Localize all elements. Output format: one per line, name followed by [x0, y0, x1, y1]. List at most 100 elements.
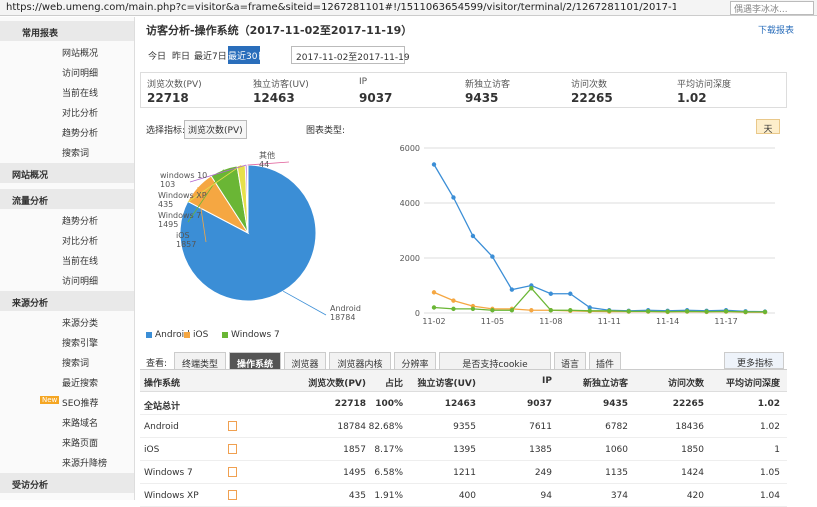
sidebar-group[interactable]: 网站概况 — [0, 163, 134, 183]
sidebar-item[interactable]: 对比分析 — [62, 109, 99, 119]
pie-label: iOS — [176, 231, 190, 240]
tab[interactable]: 语言 — [554, 352, 586, 370]
legend: Android iOS Windows 7 — [146, 330, 346, 342]
column-header[interactable]: 新独立访客 — [582, 379, 628, 389]
sidebar-group[interactable]: 来源分析 — [0, 291, 134, 311]
date-picker[interactable]: 2017-11-02至2017-11-19 — [291, 46, 410, 64]
search-box[interactable]: 偶遇李冰冰... — [730, 1, 814, 15]
legend-label[interactable]: Android — [155, 330, 190, 340]
column-header[interactable]: 访问次数 — [667, 379, 704, 389]
y-tick-label: 6000 — [400, 144, 420, 153]
table: 操作系统 浏览次数(PV) 占比 独立访客(UV) IP 新独立访客 访问次数 平均访问深度全… — [140, 370, 787, 507]
sidebar-item[interactable]: 访问明细 — [62, 69, 99, 79]
line-point — [529, 286, 534, 291]
tab[interactable]: 操作系统 — [229, 352, 281, 370]
url[interactable]: https://web.umeng.com/main.php?c=visitor… — [6, 2, 676, 13]
table-cell: 94 — [540, 491, 552, 501]
sidebar-item[interactable]: 最近搜索 — [62, 379, 99, 389]
pie-label: windows 10 — [160, 171, 207, 180]
line-point — [548, 308, 554, 313]
sidebar-group[interactable]: 流量分析 — [0, 189, 134, 209]
sidebar-item[interactable]: 搜索词 — [62, 149, 90, 159]
leader-line — [283, 290, 327, 316]
metric-label: 选择指标: — [146, 126, 186, 136]
column-header[interactable]: 占比 — [384, 379, 403, 389]
table-cell: 1135 — [605, 468, 628, 478]
line-point — [451, 298, 456, 303]
leader-line — [187, 165, 242, 203]
stat-value: 1.02 — [677, 91, 707, 105]
sidebar-item[interactable]: 对比分析 — [62, 237, 99, 247]
tab[interactable]: 是否支持cookie — [439, 352, 551, 370]
column-header[interactable]: 平均访问深度 — [725, 379, 780, 389]
leader-line — [197, 187, 207, 243]
pie-value: 44 — [259, 160, 269, 169]
tab[interactable]: 终端类型 — [174, 352, 226, 370]
line-point — [568, 291, 573, 296]
line-point — [451, 306, 456, 312]
table-cell: Windows 7 — [144, 468, 193, 478]
sidebar-item[interactable]: 当前在线 — [62, 89, 99, 99]
tab[interactable]: 浏览器 — [284, 352, 326, 370]
pie-label: Windows XP — [158, 191, 207, 200]
sidebar-item[interactable]: 趋势分析 — [62, 129, 99, 139]
range-button[interactable]: 最近7日 — [194, 52, 227, 62]
x-tick-label: 11-02 — [422, 317, 445, 326]
column-header: 操作系统 — [144, 379, 181, 389]
column-header[interactable]: 浏览次数(PV) — [308, 379, 366, 389]
sidebar-item[interactable]: 搜索词 — [62, 359, 90, 369]
tab[interactable]: 浏览器内核 — [329, 352, 391, 370]
sidebar-item[interactable]: SEO推荐 — [62, 399, 99, 409]
sidebar-item[interactable]: 来源分类 — [62, 319, 99, 329]
legend-swatch — [184, 332, 190, 338]
metric-select[interactable]: 浏览次数(PV) — [184, 120, 247, 139]
detail-icon[interactable] — [228, 490, 237, 500]
column-header[interactable]: IP — [542, 376, 552, 386]
legend-label[interactable]: Windows 7 — [231, 330, 280, 340]
detail-icon[interactable] — [228, 467, 237, 477]
detail-icon[interactable] — [228, 421, 237, 431]
line-point — [509, 287, 515, 292]
line-point — [762, 309, 768, 315]
stat-value: 9037 — [359, 91, 393, 105]
range-button[interactable]: 最近30日 — [228, 46, 266, 64]
x-tick-label: 11-14 — [656, 317, 679, 326]
line-point — [431, 305, 437, 310]
line-chart: 0 2000 4000 6000 11-02 11-05 11-08 11-11 11-14 11… — [400, 144, 775, 326]
detail-icon[interactable] — [228, 444, 237, 454]
stat-label: 新独立访客 — [465, 80, 511, 90]
download[interactable]: 下载报表 — [758, 26, 795, 36]
range-button[interactable]: 今日 — [147, 52, 166, 62]
sidebar-item[interactable]: 趋势分析 — [62, 217, 99, 227]
more-metrics[interactable]: 更多指标 — [724, 352, 784, 369]
line-point — [665, 309, 670, 314]
sidebar-item[interactable]: 来路页面 — [62, 439, 99, 449]
tab-label: 查看: — [146, 359, 168, 369]
line-point — [587, 305, 592, 310]
sidebar-group[interactable]: 受访分析 — [0, 473, 134, 493]
sidebar-item[interactable]: 网站概况 — [62, 49, 99, 59]
sidebar-item[interactable]: 来源升降榜 — [62, 459, 108, 469]
stat-label: 独立访客(UV) — [253, 80, 309, 90]
tab[interactable]: 插件 — [589, 352, 621, 370]
table-row — [140, 392, 787, 415]
sidebar-item[interactable]: 搜索引擎 — [62, 339, 99, 349]
sidebar-item[interactable]: 当前在线 — [62, 257, 99, 267]
line-point — [587, 308, 592, 313]
column-header[interactable]: 独立访客(UV) — [417, 379, 476, 389]
legend-swatch — [146, 332, 152, 338]
line-point — [470, 233, 476, 239]
range-button[interactable]: 昨日 — [171, 52, 190, 62]
pie-value: 1495 — [158, 220, 178, 229]
table-cell: 22265 — [672, 399, 704, 409]
legend-label[interactable]: iOS — [193, 330, 209, 340]
table-cell: Android — [144, 422, 179, 432]
tab[interactable]: 分辨率 — [394, 352, 436, 370]
sidebar-item[interactable]: 访问明细 — [62, 277, 99, 287]
table-row — [140, 415, 787, 438]
line-point — [490, 308, 495, 313]
address-bar — [0, 0, 817, 16]
sidebar-group[interactable]: 常用报表 — [0, 21, 134, 41]
sidebar-item[interactable]: 来路域名 — [62, 419, 99, 429]
granularity[interactable]: 天 — [756, 119, 780, 135]
